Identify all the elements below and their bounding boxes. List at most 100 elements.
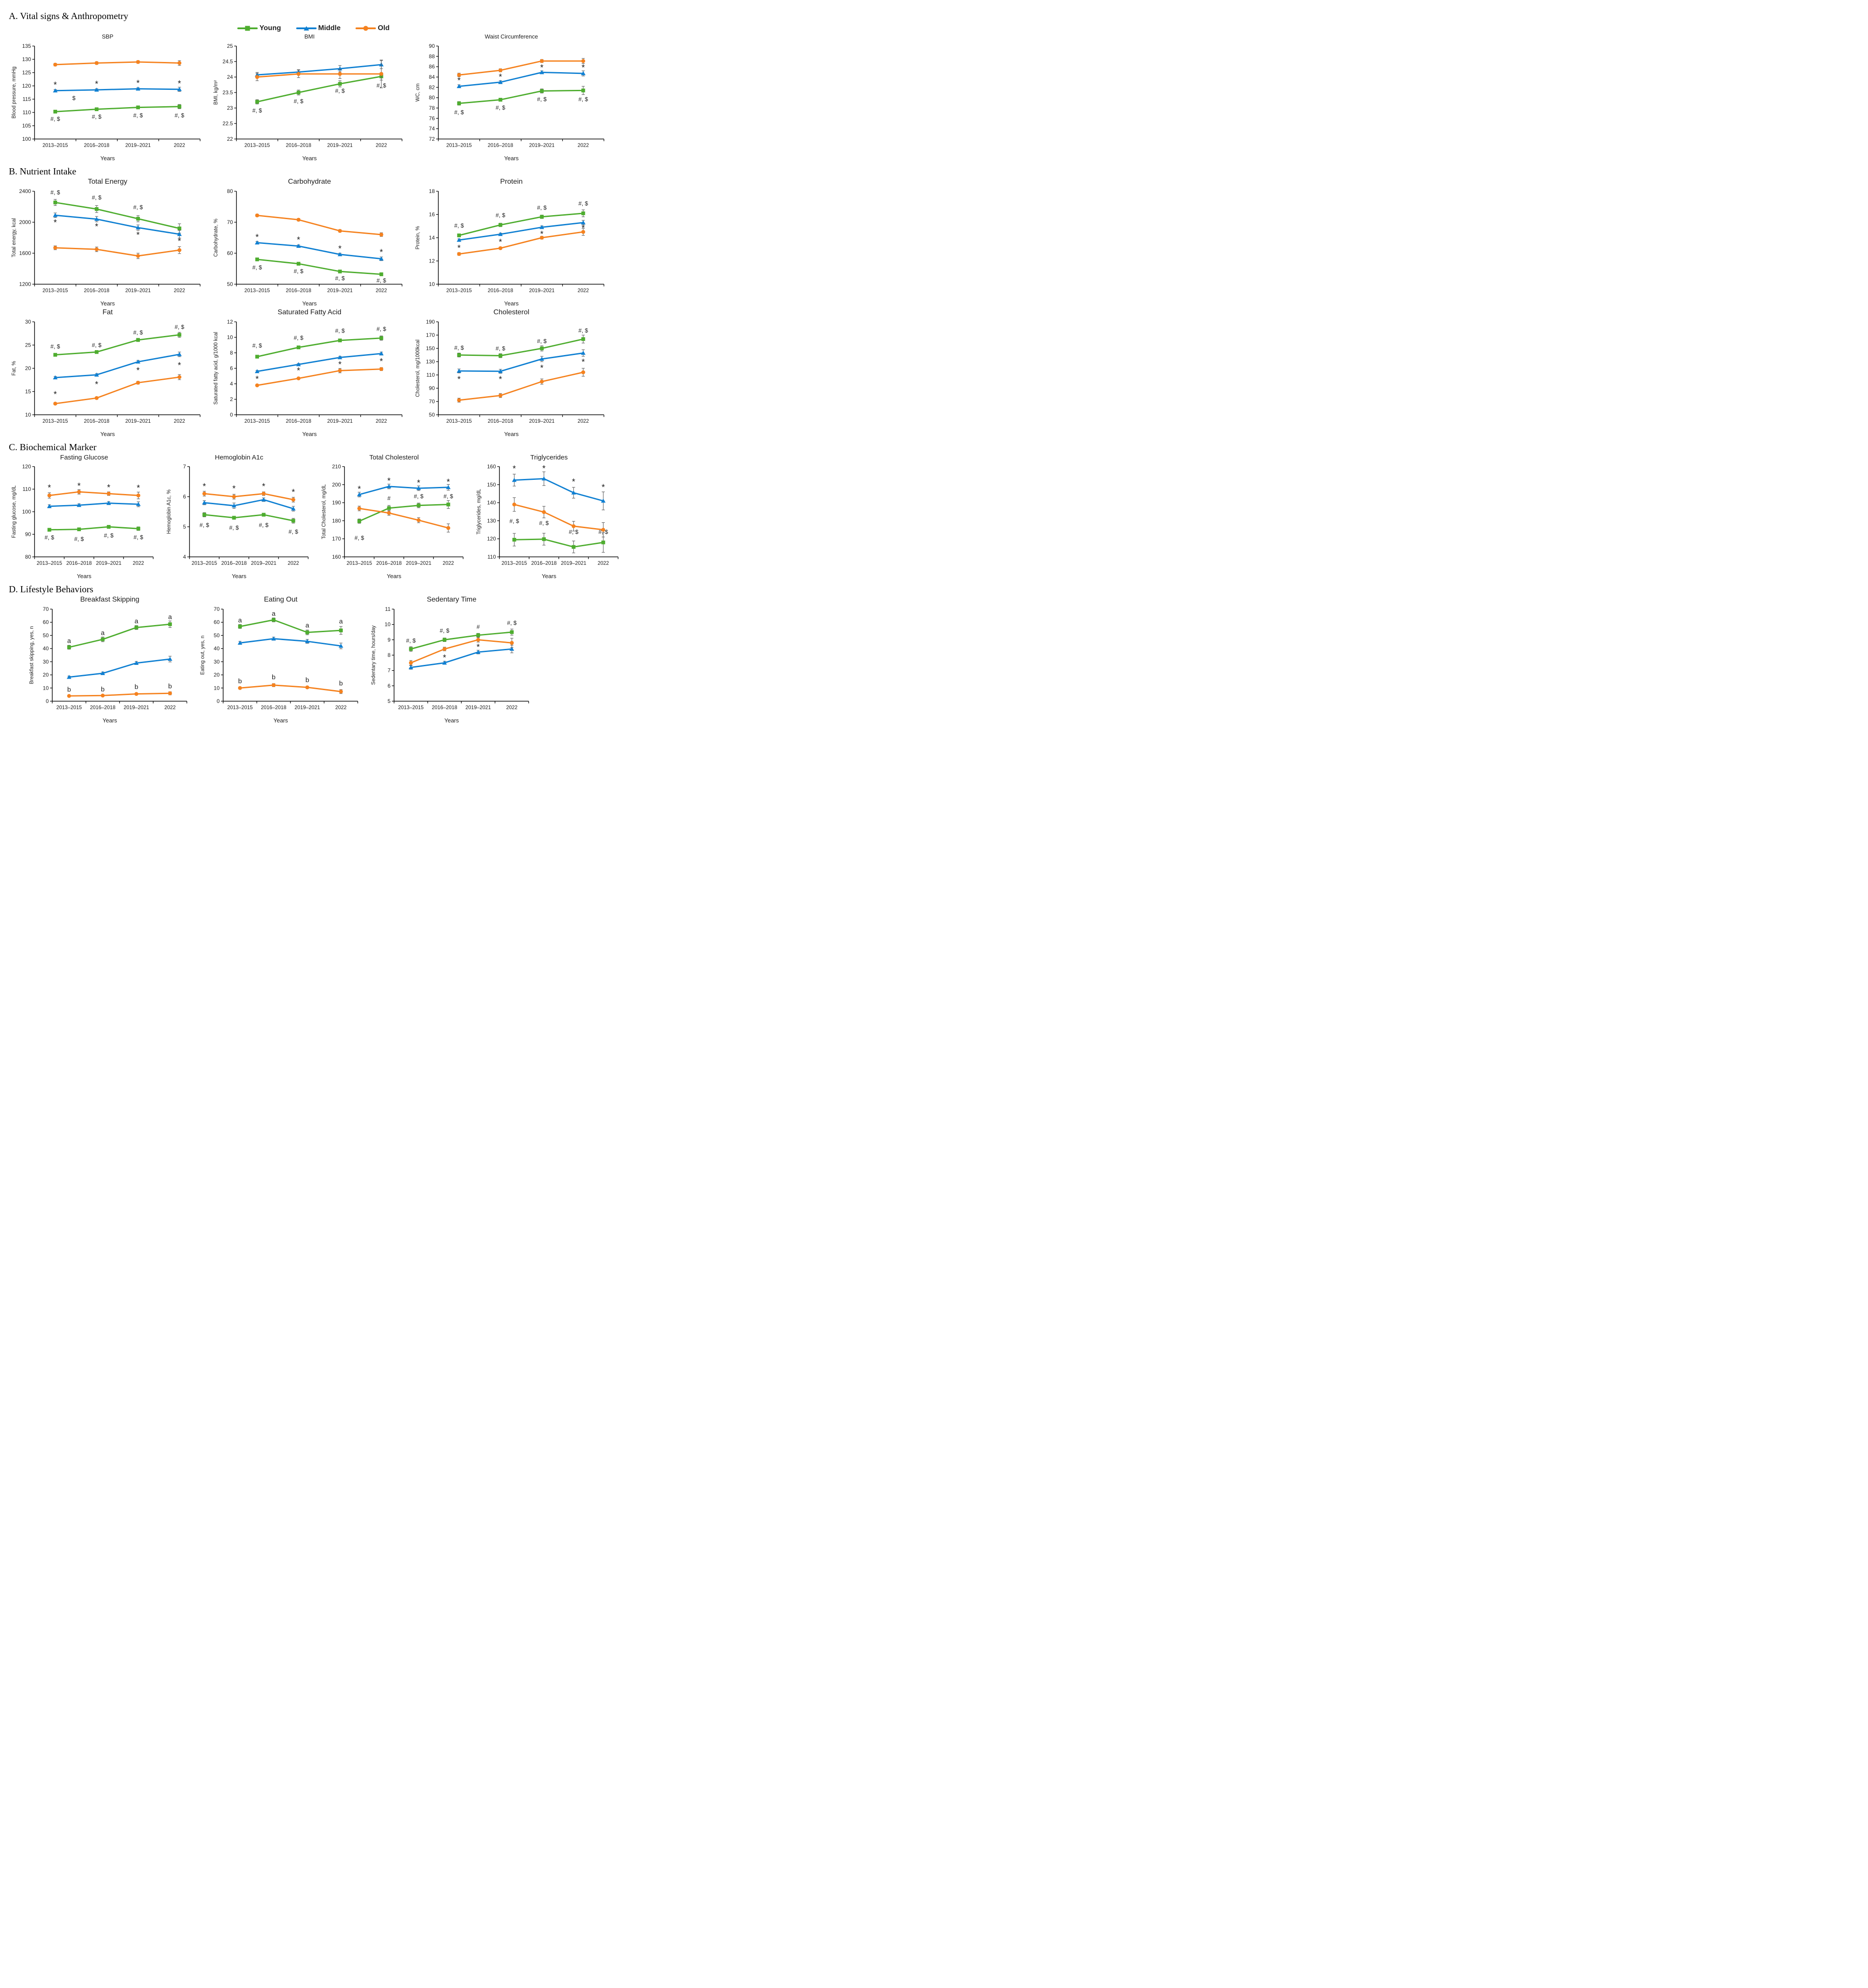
svg-text:72: 72 <box>429 136 435 142</box>
significance-annotation: * <box>499 238 503 247</box>
svg-text:2019–2021: 2019–2021 <box>125 143 151 148</box>
svg-text:90: 90 <box>429 385 435 391</box>
x-axis-label: Years <box>302 431 317 437</box>
significance-annotation: #, $ <box>376 325 386 332</box>
svg-text:2016–2018: 2016–2018 <box>286 143 311 148</box>
y-axis-label: Eating out, yes, n <box>200 636 205 675</box>
svg-text:2400: 2400 <box>19 188 31 194</box>
svg-text:22.5: 22.5 <box>223 120 233 127</box>
chart-triglycerides: Triglycerides 110 120 130 140 150 160 2013–2015… <box>475 454 623 579</box>
series-old <box>47 489 140 499</box>
svg-text:2013–2015: 2013–2015 <box>192 561 217 566</box>
significance-annotation: * <box>136 231 140 240</box>
chart-saturated-fatty-acid: Saturated Fatty Acid 0 2 4 6 8 10 12 2013–2015 20… <box>212 309 407 437</box>
svg-text:10: 10 <box>214 685 220 691</box>
significance-annotation: #, $ <box>406 637 416 644</box>
significance-annotation: #, $ <box>294 334 303 341</box>
significance-annotation: #, $ <box>50 189 60 196</box>
middle-triangle-marker-icon <box>303 26 309 31</box>
series-young <box>53 332 182 357</box>
significance-annotation: * <box>178 361 182 371</box>
significance-annotation: * <box>582 224 585 233</box>
series-middle <box>47 501 141 508</box>
series-young <box>238 618 343 635</box>
svg-text:25: 25 <box>25 342 31 348</box>
svg-text:2019–2021: 2019–2021 <box>529 288 555 293</box>
svg-text:130: 130 <box>22 56 31 62</box>
svg-text:7: 7 <box>387 668 391 674</box>
svg-text:2016–2018: 2016–2018 <box>221 561 247 566</box>
svg-text:2022: 2022 <box>174 419 185 424</box>
svg-text:2016–2018: 2016–2018 <box>432 705 457 710</box>
svg-text:4: 4 <box>230 381 233 387</box>
significance-annotation: a <box>135 618 139 625</box>
svg-text:2022: 2022 <box>375 419 387 424</box>
chart-title: Triglycerides <box>530 454 568 461</box>
chart-bmi: BMI 22 22.5 23 23.5 24 24.5 25 2013–2015 2016–201… <box>212 33 407 162</box>
significance-annotation: #, $ <box>507 620 517 626</box>
svg-text:78: 78 <box>429 105 435 111</box>
series-young <box>357 500 450 524</box>
significance-annotation: #, $ <box>376 82 386 89</box>
series-middle <box>53 86 182 93</box>
significance-annotation: #, $ <box>376 277 386 284</box>
significance-annotation: #, $ <box>444 493 453 499</box>
svg-text:2013–2015: 2013–2015 <box>227 705 253 710</box>
series-middle <box>237 636 344 649</box>
significance-annotation: #, $ <box>92 194 101 201</box>
significance-annotation: a <box>272 610 276 618</box>
significance-annotation: * <box>232 484 236 494</box>
y-axis-label: Hemoglobin A1c, % <box>166 490 172 534</box>
chart-canvas: 0 10 20 30 40 50 60 70 2013–2015 2016–2018 2019–20… <box>200 606 358 710</box>
svg-text:135: 135 <box>22 43 31 49</box>
svg-text:2013–2015: 2013–2015 <box>56 705 82 710</box>
significance-annotation: * <box>417 479 421 488</box>
significance-annotation: #, $ <box>335 87 345 94</box>
svg-text:180: 180 <box>332 517 341 524</box>
chart-sedentary-time: Sedentary Time 5 6 7 8 9 10 11 2013–2015 2016–201… <box>369 596 534 724</box>
svg-text:2022: 2022 <box>133 561 144 566</box>
series-old <box>409 637 514 666</box>
significance-annotation: * <box>203 482 206 491</box>
significance-annotation: * <box>107 483 111 492</box>
series-old <box>53 374 182 406</box>
legend-item-middle: Middle <box>296 24 341 32</box>
significance-annotation: * <box>338 360 342 369</box>
series-old <box>457 58 585 77</box>
y-axis-label: Sedentary time, hours/day <box>371 625 376 685</box>
significance-annotation: #, $ <box>537 204 547 211</box>
svg-text:2022: 2022 <box>577 419 589 424</box>
significance-annotation: * <box>137 483 140 493</box>
middle-line-sample <box>296 26 317 31</box>
svg-text:7: 7 <box>183 463 186 470</box>
series-young <box>457 335 585 358</box>
svg-text:2022: 2022 <box>443 561 454 566</box>
significance-annotation: * <box>582 358 585 367</box>
chart-title: BMI <box>304 33 315 40</box>
svg-text:2022: 2022 <box>375 143 387 148</box>
svg-text:2022: 2022 <box>174 288 185 293</box>
svg-text:5: 5 <box>183 524 186 530</box>
significance-annotation: #, $ <box>578 96 588 103</box>
svg-text:80: 80 <box>227 188 233 194</box>
significance-annotation: * <box>255 375 259 384</box>
svg-text:10: 10 <box>25 412 31 418</box>
significance-annotation: * <box>262 482 266 491</box>
significance-annotation: * <box>457 243 461 253</box>
significance-annotation: * <box>513 464 516 474</box>
significance-annotation: $ <box>72 95 76 101</box>
legend-label-old: Old <box>378 24 390 32</box>
svg-text:4: 4 <box>183 554 186 560</box>
svg-text:10: 10 <box>227 334 233 340</box>
series-middle <box>255 60 384 78</box>
y-axis-label: Saturated fatty acid, g/1000 kcal <box>213 332 219 405</box>
legend-label-middle: Middle <box>318 24 341 32</box>
svg-text:88: 88 <box>429 53 435 59</box>
svg-text:2019–2021: 2019–2021 <box>96 561 122 566</box>
svg-text:2022: 2022 <box>174 143 185 148</box>
svg-text:2013–2015: 2013–2015 <box>43 419 68 424</box>
series-young <box>255 72 383 104</box>
x-axis-label: Years <box>232 573 247 579</box>
chart-hemoglobin-a1c: Hemoglobin A1c 4 5 6 7 2013–2015 2016–2018 2019… <box>165 454 313 579</box>
svg-text:2022: 2022 <box>598 561 609 566</box>
